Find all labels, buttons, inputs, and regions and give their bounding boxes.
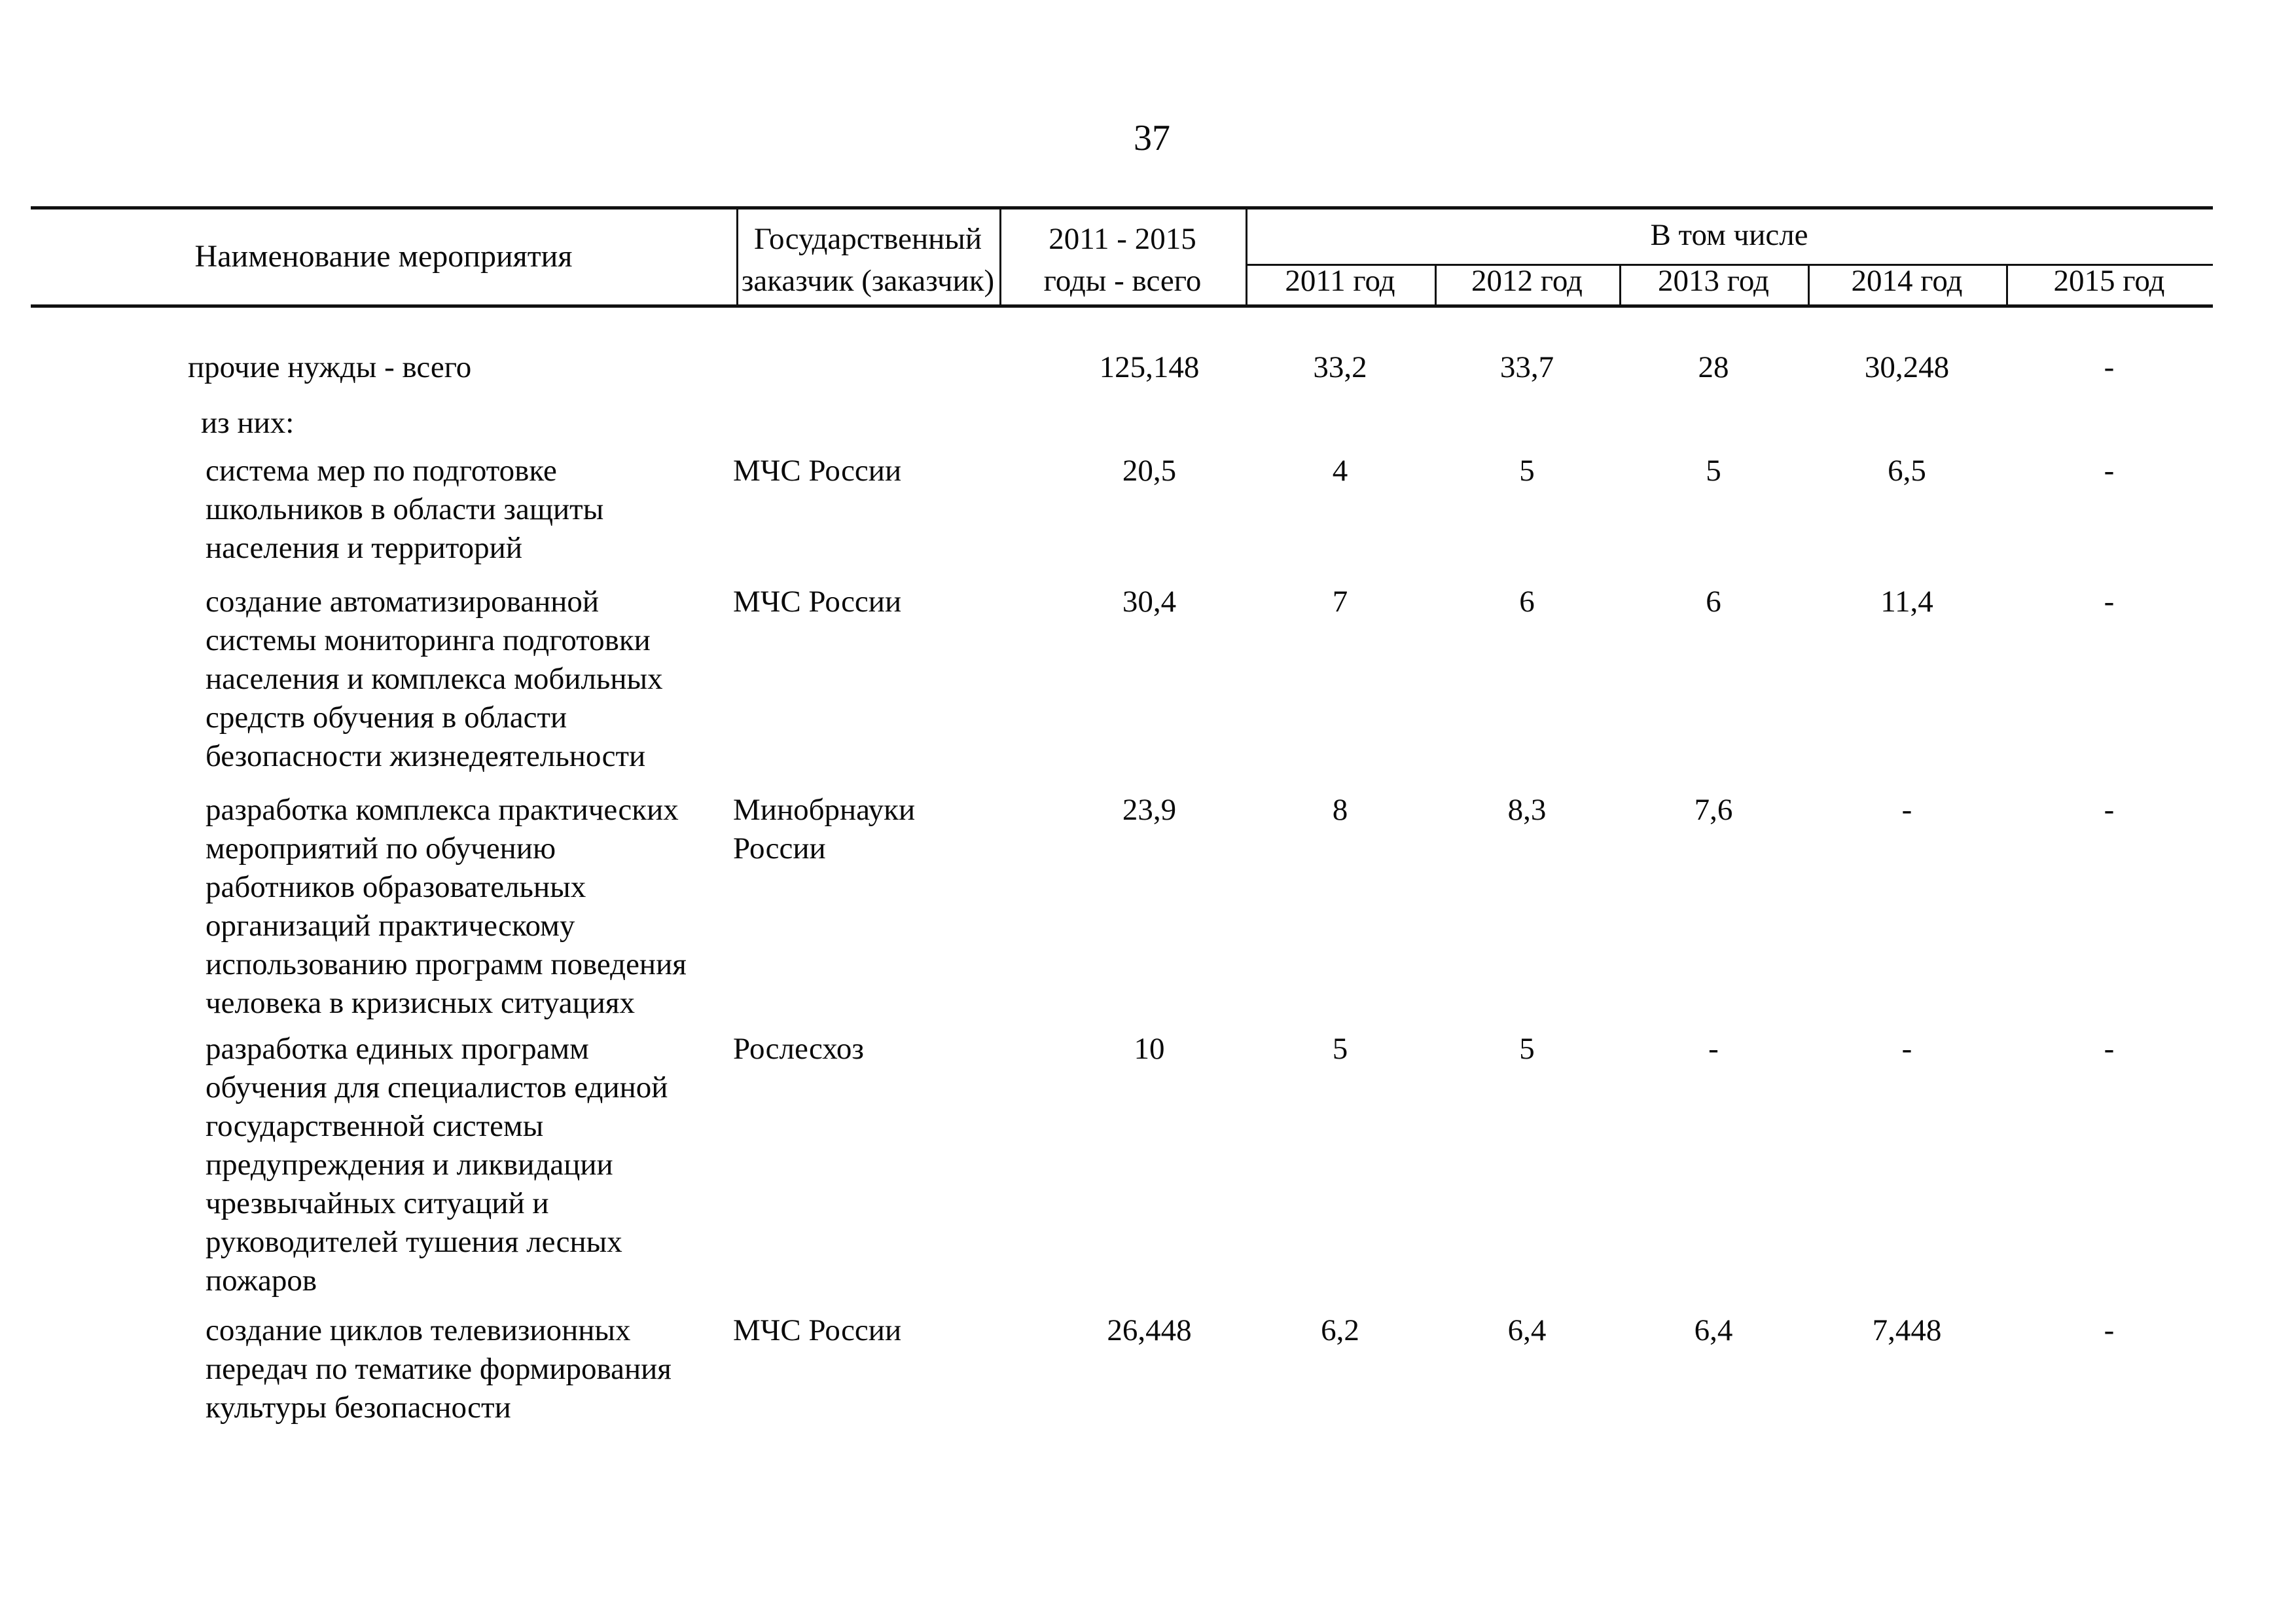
column-divider-2012-2013 xyxy=(1619,264,1621,304)
header-name-column: Наименование мероприятия xyxy=(194,239,573,274)
row-name: система мер по подготовке школьников в о… xyxy=(206,454,604,565)
row-value-2012: 6,4 xyxy=(1507,1313,1547,1347)
group-header-underline xyxy=(1246,264,2213,266)
row-value-2014: 11,4 xyxy=(1880,585,1933,619)
row-total: 10 xyxy=(1134,1032,1165,1066)
row-name: разработка комплекса практических меропр… xyxy=(206,793,687,1020)
row-name: из них: xyxy=(201,406,295,440)
row-customer: Минобрнауки России xyxy=(733,793,916,866)
page-number: 37 xyxy=(1134,118,1170,158)
column-divider-total-group xyxy=(1246,206,1247,304)
row-value-2011: 7 xyxy=(1332,585,1348,619)
table-header-bottom-rule xyxy=(31,304,2213,308)
row-value-2011: 5 xyxy=(1332,1032,1348,1066)
row-value-2014: 7,448 xyxy=(1872,1313,1942,1347)
header-total-column: 2011 - 2015 годы - всего xyxy=(1043,222,1202,298)
column-divider-2014-2015 xyxy=(2006,264,2008,304)
column-divider-2011-2012 xyxy=(1435,264,1437,304)
row-total: 20,5 xyxy=(1122,454,1177,488)
row-value-2015: - xyxy=(2104,1032,2115,1066)
row-value-2011: 6,2 xyxy=(1321,1313,1359,1347)
header-year-2011: 2011 год xyxy=(1285,264,1395,298)
row-value-2012: 33,7 xyxy=(1499,350,1554,384)
header-group-including: В том числе xyxy=(1650,218,1808,252)
row-value-2012: 5 xyxy=(1519,1032,1535,1066)
row-value-2014: 6,5 xyxy=(1888,454,1926,488)
row-value-2013: 7,6 xyxy=(1694,793,1733,827)
row-value-2011: 33,2 xyxy=(1313,350,1367,384)
row-total: 26,448 xyxy=(1107,1313,1192,1347)
row-value-2012: 5 xyxy=(1519,454,1535,488)
row-customer: МЧС России xyxy=(733,1313,902,1347)
row-name: прочие нужды - всего xyxy=(188,350,472,384)
row-value-2014: 30,248 xyxy=(1864,350,1950,384)
header-year-2014: 2014 год xyxy=(1851,264,1963,298)
table-top-rule xyxy=(31,206,2213,210)
row-value-2012: 8,3 xyxy=(1507,793,1547,827)
row-value-2015: - xyxy=(2104,585,2115,619)
row-value-2014: - xyxy=(1901,793,1912,827)
row-value-2013: 28 xyxy=(1698,350,1729,384)
header-year-2012: 2012 год xyxy=(1471,264,1583,298)
row-value-2013: 6 xyxy=(1706,585,1721,619)
column-divider-name-customer xyxy=(736,206,738,304)
header-year-2013: 2013 год xyxy=(1658,264,1769,298)
row-value-2015: - xyxy=(2104,454,2115,488)
column-divider-customer-total xyxy=(999,206,1001,304)
header-year-2015: 2015 год xyxy=(2053,264,2165,298)
row-value-2012: 6 xyxy=(1519,585,1535,619)
row-name: создание автоматизированной системы мони… xyxy=(206,585,663,773)
row-customer: Рослесхоз xyxy=(733,1032,865,1066)
row-value-2011: 4 xyxy=(1332,454,1348,488)
row-name: разработка единых программ обучения для … xyxy=(206,1032,668,1298)
row-value-2013: 6,4 xyxy=(1694,1313,1733,1347)
row-customer: МЧС России xyxy=(733,585,902,619)
row-name: создание циклов телевизионных передач по… xyxy=(206,1313,672,1425)
column-divider-2013-2014 xyxy=(1808,264,1810,304)
row-value-2015: - xyxy=(2104,1313,2115,1347)
row-value-2013: - xyxy=(1708,1032,1719,1066)
row-customer: МЧС России xyxy=(733,454,902,488)
row-value-2014: - xyxy=(1901,1032,1912,1066)
row-value-2015: - xyxy=(2104,793,2115,827)
row-total: 23,9 xyxy=(1122,793,1177,827)
row-value-2013: 5 xyxy=(1706,454,1721,488)
row-total: 30,4 xyxy=(1122,585,1177,619)
row-total: 125,148 xyxy=(1099,350,1200,384)
row-value-2011: 8 xyxy=(1332,793,1348,827)
row-value-2015: - xyxy=(2104,350,2115,384)
header-customer-column: Государственный заказчик (заказчик) xyxy=(741,222,995,298)
